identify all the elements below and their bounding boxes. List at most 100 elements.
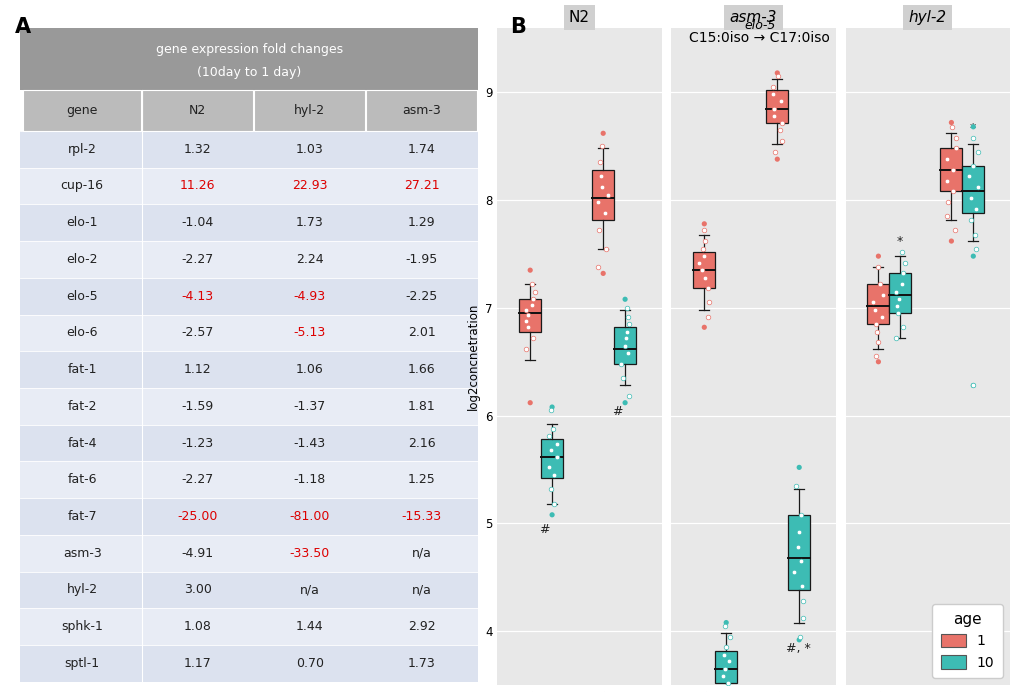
Text: elo-1: elo-1 [66, 216, 98, 229]
Text: -33.50: -33.50 [289, 547, 329, 560]
Point [715, 688, 732, 692]
FancyBboxPatch shape [254, 90, 365, 131]
FancyBboxPatch shape [714, 650, 737, 683]
Point [787, 480, 803, 491]
Text: 1.29: 1.29 [408, 216, 435, 229]
Point [887, 286, 903, 298]
FancyBboxPatch shape [20, 462, 478, 498]
Point [693, 264, 709, 275]
FancyBboxPatch shape [613, 327, 636, 364]
Point [888, 333, 904, 344]
Point [695, 225, 711, 236]
Point [962, 192, 978, 203]
Title: N2: N2 [569, 10, 589, 25]
Point [699, 283, 715, 294]
Point [524, 333, 540, 344]
Point [518, 316, 534, 327]
Text: 1.12: 1.12 [183, 363, 211, 376]
Point [695, 251, 711, 262]
Point [589, 197, 605, 208]
Point [888, 300, 904, 311]
Point [620, 311, 636, 322]
Point [543, 509, 559, 520]
Text: elo-2: elo-2 [66, 253, 98, 266]
Point [894, 322, 910, 333]
Text: 1.03: 1.03 [296, 143, 323, 156]
Point [791, 635, 807, 646]
Point [524, 299, 540, 310]
Point [964, 380, 980, 391]
Text: 1.06: 1.06 [296, 363, 323, 376]
Point [543, 401, 559, 412]
Point [772, 95, 789, 107]
Point [520, 310, 536, 321]
Point [873, 311, 890, 322]
Point [518, 304, 534, 316]
Point [969, 181, 985, 192]
FancyBboxPatch shape [940, 148, 961, 192]
Point [794, 581, 810, 592]
Point [527, 286, 543, 298]
Point [869, 337, 886, 348]
Point [773, 117, 790, 128]
FancyBboxPatch shape [20, 388, 478, 425]
Text: 3.00: 3.00 [183, 583, 211, 597]
Text: C15:0iso → C17:0iso: C15:0iso → C17:0iso [689, 31, 829, 45]
Text: -1.23: -1.23 [181, 437, 214, 450]
Point [964, 251, 980, 262]
Point [542, 484, 558, 495]
Text: fat-1: fat-1 [67, 363, 97, 376]
FancyBboxPatch shape [20, 28, 478, 90]
Point [943, 117, 959, 128]
FancyBboxPatch shape [20, 572, 478, 608]
Point [866, 304, 882, 316]
Point [940, 197, 956, 208]
FancyBboxPatch shape [20, 608, 478, 645]
Title: asm-3: asm-3 [730, 10, 776, 25]
Point [522, 397, 538, 408]
Point [890, 293, 906, 304]
Point [548, 451, 565, 462]
Text: -2.25: -2.25 [406, 290, 437, 302]
Point [545, 498, 561, 509]
FancyBboxPatch shape [366, 90, 477, 131]
Text: sphk-1: sphk-1 [61, 620, 103, 633]
Text: elo-5: elo-5 [66, 290, 98, 302]
Point [544, 423, 560, 434]
Point [786, 566, 802, 577]
Text: 1.81: 1.81 [408, 400, 435, 413]
Point [768, 154, 785, 165]
Point [548, 438, 565, 449]
Point [791, 527, 807, 538]
Point [612, 358, 629, 370]
Point [542, 405, 558, 416]
FancyBboxPatch shape [765, 90, 788, 122]
Point [691, 257, 707, 268]
Text: 1.17: 1.17 [183, 657, 211, 670]
Point [597, 243, 613, 254]
Point [721, 631, 738, 642]
Point [714, 649, 731, 660]
FancyBboxPatch shape [961, 165, 983, 213]
Text: -2.27: -2.27 [181, 253, 214, 266]
Point [937, 211, 954, 222]
Text: cup-16: cup-16 [60, 179, 104, 192]
Point [867, 351, 883, 362]
Point [594, 268, 610, 279]
Text: fat-2: fat-2 [67, 400, 97, 413]
Text: #, *: #, * [786, 642, 810, 655]
Point [869, 262, 886, 273]
Point [944, 165, 960, 176]
FancyBboxPatch shape [541, 439, 562, 478]
Text: rpl-2: rpl-2 [67, 143, 97, 156]
Point [696, 235, 712, 246]
Point [719, 677, 736, 689]
Point [768, 71, 785, 82]
Text: 11.26: 11.26 [179, 179, 215, 192]
Text: fat-4: fat-4 [67, 437, 97, 450]
Point [695, 243, 711, 254]
Text: -15.33: -15.33 [401, 510, 441, 523]
Point [764, 103, 781, 114]
Point [619, 302, 635, 313]
Text: -25.00: -25.00 [177, 510, 218, 523]
